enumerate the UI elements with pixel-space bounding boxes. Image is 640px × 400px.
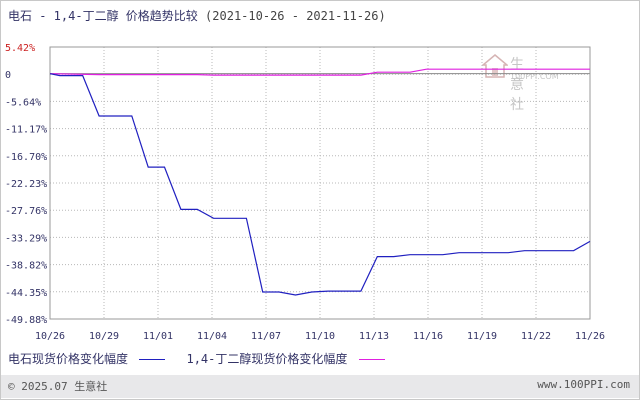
chart-title: 电石 - 1,4-丁二醇 价格趋势比较 (2021-10-26 - 2021-1… [8,7,386,24]
y-tick-label: -5.64% [5,97,41,108]
legend-swatch-bdo [358,359,385,360]
x-tick-label: 10/29 [89,331,119,342]
legend-swatch-carbide [139,359,166,360]
series-line-carbide [49,73,591,296]
x-tick-label: 11/07 [251,331,281,342]
axis-layer: 5.42% 0 -5.64% -11.17% -16.70% -22.23% -27.76%… [5,43,605,342]
grid-layer [50,47,590,319]
title-date-range: (2021-10-26 - 2021-11-26) [205,9,386,23]
y-tick-label: 0 [5,70,11,81]
x-tick-label: 11/16 [413,331,443,342]
watermark-url: 100PPI.COM [510,72,559,81]
house-icon [480,54,510,78]
x-tick-label: 11/13 [359,331,389,342]
plot-area-border [49,46,591,320]
x-tick-label: 11/04 [197,331,227,342]
y-tick-label: -22.23% [5,179,47,190]
y-tick-label: -49.88% [5,315,47,326]
x-tick-label: 10/26 [35,331,65,342]
y-tick-label: -11.17% [5,125,47,136]
legend-label-bdo: 1,4-丁二醇现货价格变化幅度 [186,352,348,366]
x-tick-label: 11/26 [575,331,605,342]
footer-copyright: © 2025.07 生意社 [8,380,108,393]
legend-item-bdo: 1,4-丁二醇现货价格变化幅度 [186,350,385,367]
footer-bar [1,375,639,398]
legend-item-carbide: 电石现货价格变化幅度 [8,350,166,367]
y-tick-label: -16.70% [5,152,47,163]
series-layer [49,68,591,296]
legend: 电石现货价格变化幅度 1,4-丁二醇现货价格变化幅度 [8,350,399,367]
y-tick-label: -27.76% [5,206,47,217]
x-tick-label: 11/22 [521,331,551,342]
legend-label-carbide: 电石现货价格变化幅度 [8,352,129,366]
title-main: 电石 - 1,4-丁二醇 价格趋势比较 [8,9,198,23]
x-tick-label: 11/10 [305,331,335,342]
series-line-bdo [49,68,590,76]
y-tick-label: -38.82% [5,261,47,272]
x-tick-label: 11/19 [467,331,497,342]
footer-link[interactable]: www.100PPI.com [537,378,630,391]
y-tick-label: -44.35% [5,288,47,299]
y-tick-label: 5.42% [5,43,35,54]
x-tick-label: 11/01 [143,331,173,342]
y-tick-label: -33.29% [5,233,47,244]
